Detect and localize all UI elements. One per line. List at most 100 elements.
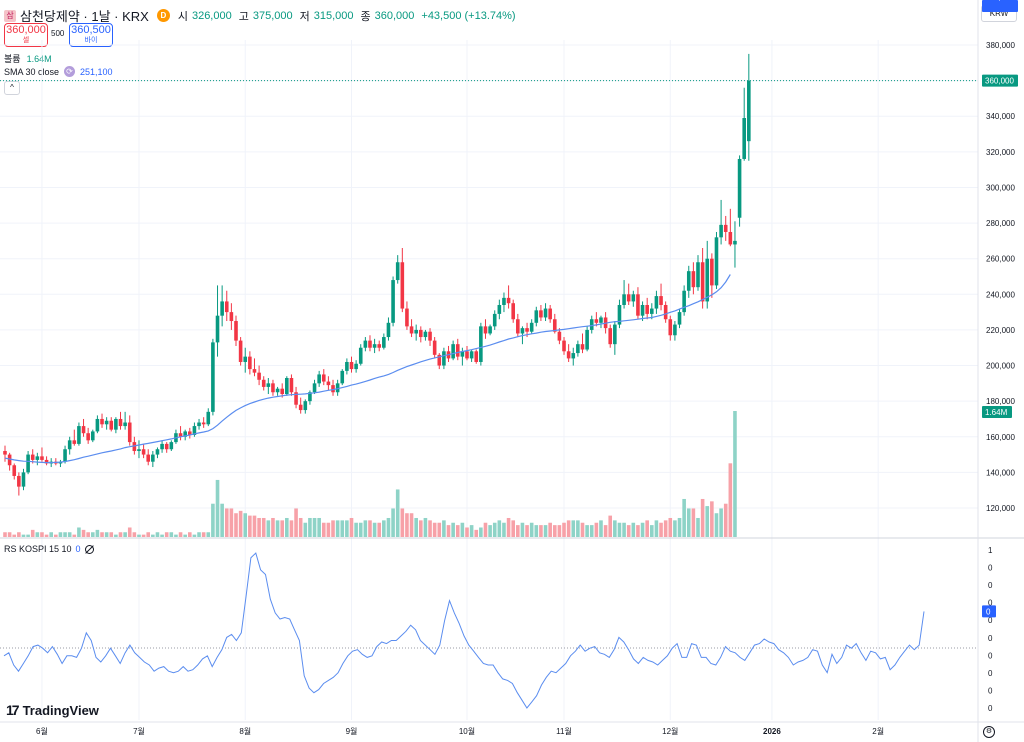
volume-bar: [49, 532, 53, 537]
candle-body: [335, 383, 340, 393]
rs-tick-label: 0: [988, 686, 993, 695]
volume-bar: [395, 489, 400, 537]
volume-bar: [317, 517, 321, 537]
candle-body: [580, 344, 585, 350]
candle-body: [275, 388, 280, 393]
price-tick-label: 160,000: [986, 433, 1015, 442]
sell-label: 셀: [22, 37, 30, 44]
brand-name: TradingView: [22, 702, 99, 718]
volume-bar: [474, 529, 479, 537]
candle-body: [377, 344, 382, 348]
candle-body: [608, 328, 613, 345]
volume-bar: [54, 534, 58, 537]
price-tick-label: 340,000: [986, 112, 1015, 121]
candle-body: [552, 319, 557, 332]
candle-body: [451, 344, 455, 359]
sell-button[interactable]: 360,000 셀: [4, 23, 48, 47]
volume-bar: [188, 532, 192, 537]
rs-legend[interactable]: RS KOSPI 15 10 0: [4, 544, 94, 554]
volume-bar: [349, 517, 354, 537]
volume-bar: [599, 520, 603, 537]
candle-body: [677, 312, 682, 325]
candle-body: [349, 361, 354, 370]
volume-bar: [469, 525, 474, 537]
sync-icon[interactable]: ⟳: [64, 66, 76, 77]
candle-body: [21, 472, 26, 487]
hide-eye-icon[interactable]: [84, 544, 94, 554]
volume-bar: [442, 520, 446, 537]
candle-body: [294, 392, 298, 405]
candles: [3, 53, 751, 496]
candle-body: [86, 433, 90, 441]
candle-body: [363, 340, 368, 348]
volume-bar: [72, 534, 77, 537]
volume-bar: [224, 508, 229, 537]
volume-bar: [321, 522, 326, 537]
buy-price: 360,500: [71, 24, 111, 36]
time-tick-label: 2026: [763, 727, 781, 736]
candle-body: [432, 340, 437, 355]
candle-body: [137, 449, 141, 452]
interval-badge-icon: D: [156, 9, 170, 22]
volume-bar: [409, 513, 414, 537]
volume-bar: [183, 534, 187, 537]
candle-body: [308, 392, 312, 402]
candle-body: [35, 456, 40, 460]
candle-body: [201, 422, 206, 425]
collapse-legend-button[interactable]: ^: [4, 81, 20, 95]
candle-body: [3, 451, 7, 455]
volume-bar: [303, 522, 308, 537]
candle-body: [141, 449, 146, 455]
tradingview-logo[interactable]: 17 TradingView: [6, 702, 99, 718]
volume-bar: [372, 522, 377, 537]
candle-body: [723, 224, 728, 232]
candle-body: [520, 328, 525, 334]
volume-bar: [243, 513, 248, 537]
candle-body: [7, 454, 12, 466]
volume-bar: [603, 525, 608, 537]
sma-legend[interactable]: SMA 30 close ⟳ 251,100: [4, 66, 113, 77]
volume-legend[interactable]: 볼륨 1.64M: [4, 52, 52, 65]
candle-body: [345, 361, 349, 371]
candle-body: [585, 329, 589, 350]
candle-body: [617, 304, 622, 325]
candle-body: [576, 344, 580, 354]
volume-bar: [86, 532, 90, 537]
candle-body: [543, 308, 548, 318]
candle-body: [298, 404, 303, 411]
volume-bar: [506, 517, 511, 537]
volume-bar: [340, 520, 345, 537]
volume-bar: [520, 522, 525, 537]
sma-legend-label: SMA 30 close: [4, 66, 60, 77]
candle-body: [44, 459, 49, 464]
candle-body: [737, 158, 742, 218]
rs-tick-label: 1: [988, 546, 993, 555]
volume-bar: [714, 513, 719, 537]
volume-bar: [252, 515, 257, 537]
price-tick-label: 280,000: [986, 219, 1015, 228]
candle-body: [30, 454, 35, 460]
candle-body: [613, 324, 617, 345]
candle-body: [691, 271, 696, 288]
volume-bar: [30, 529, 35, 537]
candle-body: [382, 337, 386, 348]
candle-body: [557, 331, 562, 341]
symbol-title[interactable]: 삼천당제약 · 1날 · KRX: [20, 9, 149, 24]
buy-button[interactable]: 360,500 바이: [69, 23, 113, 47]
candle-body: [248, 356, 252, 370]
settings-gear-icon[interactable]: ⚙: [983, 726, 995, 738]
volume-bar: [617, 522, 622, 537]
time-tick-label: 7월: [133, 726, 145, 736]
candle-body: [266, 383, 271, 387]
candle-body: [469, 351, 474, 359]
volume-bar: [271, 517, 275, 537]
volume-bar: [613, 520, 617, 537]
volume-bar: [562, 522, 566, 537]
volume-bar: [691, 508, 696, 537]
candle-body: [151, 454, 155, 462]
volume-bar: [451, 522, 455, 537]
candle-body: [645, 304, 649, 314]
candle-body: [395, 262, 400, 281]
